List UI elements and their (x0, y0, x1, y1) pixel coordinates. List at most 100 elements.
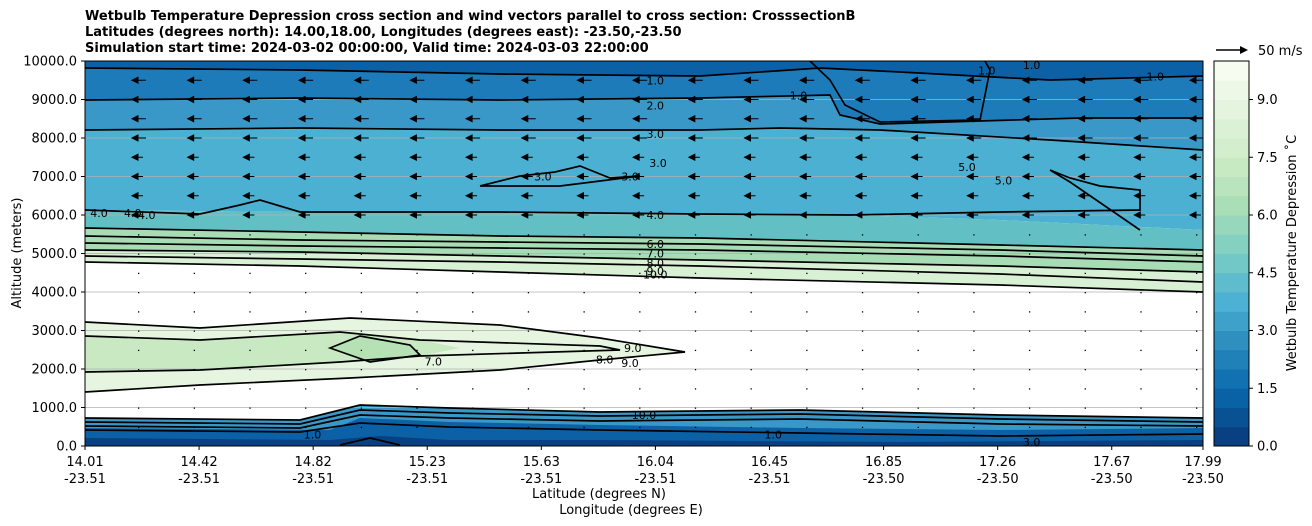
wind-vector (130, 153, 143, 162)
wind-vector (583, 369, 585, 371)
contour-line-upper-right-1.0 (809, 61, 991, 123)
wind-vector (861, 349, 864, 352)
x-tick-label-longitude: -23.50 (1182, 472, 1224, 487)
contour-label: 5.0 (958, 161, 976, 174)
wind-vector (966, 172, 979, 181)
wind-vector (360, 234, 363, 236)
contour-line-6.0 (85, 235, 1203, 257)
wind-vector (1028, 292, 1031, 294)
wind-vector (527, 330, 530, 332)
wind-vector (193, 388, 195, 390)
contour-label: 8.0 (646, 257, 664, 270)
wind-vector (409, 153, 422, 162)
wind-vector (138, 330, 140, 332)
wind-vector (966, 153, 979, 162)
wind-vector (750, 330, 752, 332)
wind-vector (1133, 114, 1149, 123)
wind-vector (806, 234, 808, 236)
contour-label: 9.0 (621, 357, 639, 370)
colorbar-tick-label: 0.0 (1257, 440, 1278, 455)
wind-vector (861, 330, 864, 332)
wind-vector (186, 211, 199, 219)
colorbar-level-1 (1214, 407, 1249, 428)
wind-vector (186, 76, 202, 85)
wind-vector (242, 76, 258, 85)
contour-label: 7.0 (425, 355, 443, 368)
wind-vector (464, 211, 478, 219)
wind-vector (576, 172, 589, 181)
wind-vector (297, 211, 311, 219)
wind-vector (353, 134, 369, 142)
wind-vector (806, 388, 808, 390)
wind-vector (1188, 191, 1201, 200)
wind-vector (360, 253, 363, 255)
wind-vector (1196, 292, 1198, 294)
wind-vector (1028, 253, 1031, 255)
wind-vector (750, 349, 752, 352)
wind-vector (861, 426, 864, 429)
wind-vector (360, 272, 363, 275)
wind-vector (472, 234, 474, 236)
y-tick-label: 7000.0 (32, 170, 78, 185)
wind-vector (694, 426, 697, 429)
contour-label: 9.0 (646, 265, 664, 278)
wind-vector (583, 311, 585, 313)
wind-vector (1196, 388, 1198, 390)
wind-vector (966, 191, 979, 200)
x-tick-label-latitude: 15.63 (523, 455, 560, 470)
wind-vector (520, 191, 533, 200)
colorbar-level-3 (1214, 369, 1249, 389)
wind-vector (527, 253, 530, 255)
chart-title-line-3: Simulation start time: 2024-03-02 00:00:… (85, 41, 649, 56)
wind-vector (750, 292, 752, 294)
contour-label: 10.0 (643, 269, 668, 282)
contour-label: 6.0 (646, 238, 664, 251)
wind-vector (305, 330, 307, 332)
wind-vector (1084, 388, 1086, 390)
wind-vector (687, 191, 700, 200)
x-axis-label-latitude: Latitude (degrees N) (532, 487, 666, 502)
wind-vector (1077, 95, 1093, 104)
wind-vector (632, 114, 648, 123)
wind-vector (799, 172, 812, 181)
fill-band-3.0 (85, 95, 1203, 150)
wind-vector (750, 369, 752, 371)
wind-vector (583, 388, 585, 390)
wind-vector (1084, 272, 1086, 275)
x-tick-label-longitude: -23.51 (749, 472, 791, 487)
wind-vector (1196, 369, 1198, 371)
wind-vector (1133, 211, 1146, 219)
contour-line-surface-a (85, 409, 1203, 425)
wind-vector (186, 191, 199, 200)
wind-vector (743, 191, 756, 200)
wind-vector (416, 234, 418, 236)
wind-vector (632, 76, 648, 85)
wind-vector (1021, 211, 1034, 219)
wind-vector (973, 426, 975, 429)
wind-vector (1084, 292, 1086, 294)
contour-line-surface-1.0 (85, 422, 1203, 437)
wind-vector (750, 272, 752, 275)
contour-label: 4.0 (90, 207, 108, 220)
y-tick-label: 10000.0 (23, 55, 77, 70)
wind-vector (520, 114, 536, 123)
wind-vector (193, 311, 195, 313)
wind-vector (242, 95, 258, 104)
contour-label: 2.0 (646, 99, 664, 112)
wind-vector (687, 153, 700, 162)
wind-vector (305, 388, 307, 390)
wind-vector (520, 172, 533, 181)
wind-vector (472, 253, 474, 255)
wind-vector (130, 191, 143, 200)
wind-vector (576, 191, 589, 200)
wind-vector (472, 349, 474, 352)
x-tick-label-latitude: 17.99 (1184, 455, 1221, 470)
wind-vector (1028, 272, 1031, 275)
wind-vector (799, 114, 815, 123)
wind-vector (1133, 172, 1146, 181)
contour-line-10.0 (85, 261, 1203, 293)
wind-vector (1140, 311, 1142, 313)
x-axis: 14.01 -23.51 14.42 -23.51 14.82 -23.51 15.23 -2… (64, 446, 1224, 487)
wind-vector (1077, 76, 1093, 85)
wind-vector (360, 407, 363, 409)
